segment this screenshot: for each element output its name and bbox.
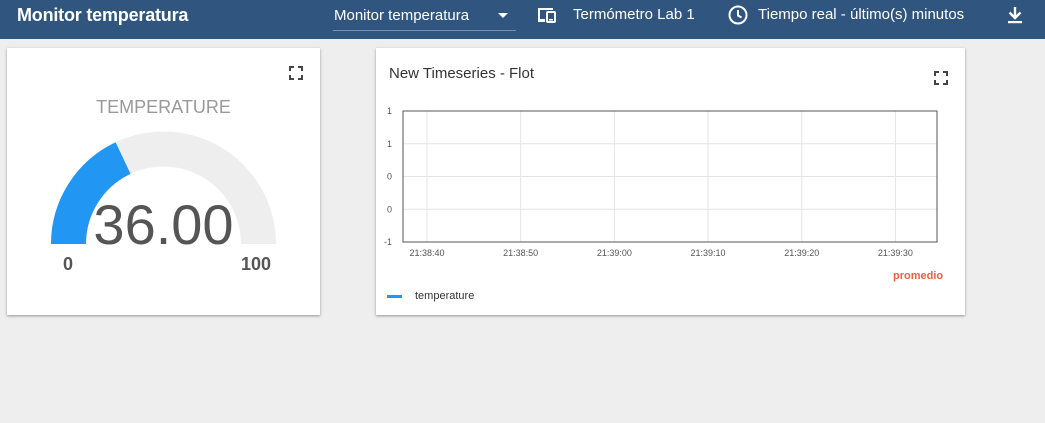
dashboard-select-value: Monitor temperatura <box>334 7 470 24</box>
legend-label: temperature <box>415 290 475 302</box>
x-tick-label: 21:39:00 <box>597 248 632 258</box>
dashboard-toolbar: Monitor temperatura Monitor temperatura … <box>0 0 1045 39</box>
gauge-value: 36.00 <box>93 193 234 256</box>
fullscreen-icon <box>289 66 303 80</box>
gauge-title: TEMPERATURE <box>96 97 231 117</box>
legend-swatch <box>387 295 402 298</box>
download-icon <box>1008 7 1022 24</box>
gauge-min-label: 0 <box>63 254 74 274</box>
gauge-widget: TEMPERATURE 36.00 0 100 <box>7 48 320 315</box>
dashboard-select[interactable]: Monitor temperatura <box>333 3 516 31</box>
entity-alias-button[interactable]: Termómetro Lab 1 <box>536 3 711 29</box>
devices-icon <box>538 8 556 23</box>
fullscreen-button[interactable] <box>934 71 948 85</box>
chart-title: New Timeseries - Flot <box>389 65 535 82</box>
gauge-arc <box>51 131 276 245</box>
timeseries-widget: New Timeseries - Flot 1 1 0 0 -1 21:38:40 21:3… <box>376 48 965 315</box>
timewindow-button[interactable]: Tiempo real - último(s) minutos <box>727 3 989 29</box>
y-tick-label: 1 <box>387 106 392 116</box>
entity-alias-label: Termómetro Lab 1 <box>573 6 695 23</box>
gauge-max-label: 100 <box>241 254 272 274</box>
x-tick-label: 21:39:20 <box>784 248 819 258</box>
x-tick-label: 21:39:30 <box>878 248 913 258</box>
fullscreen-icon <box>934 71 948 85</box>
gauge-value-bar <box>51 142 132 245</box>
chevron-down-icon <box>498 13 508 18</box>
x-tick-label: 21:38:50 <box>503 248 538 258</box>
y-tick-label: 0 <box>387 172 392 182</box>
timewindow-label: Tiempo real - último(s) minutos <box>758 6 965 23</box>
x-tick-label: 21:39:10 <box>691 248 726 258</box>
dashboard-title: Monitor temperatura <box>17 5 189 25</box>
y-tick-label: 1 <box>387 139 392 149</box>
download-button[interactable] <box>1004 4 1026 26</box>
y-tick-label: -1 <box>384 237 392 247</box>
aggregation-label: promedio <box>893 270 944 282</box>
plot-frame <box>402 110 938 243</box>
clock-icon <box>728 5 748 25</box>
x-tick-label: 21:38:40 <box>409 248 444 258</box>
chart-plot: 1 1 0 0 -1 21:38:40 21:38:50 21:39:00 21:39:10 21… <box>384 106 938 258</box>
y-tick-label: 0 <box>387 204 392 214</box>
fullscreen-button[interactable] <box>289 66 303 80</box>
